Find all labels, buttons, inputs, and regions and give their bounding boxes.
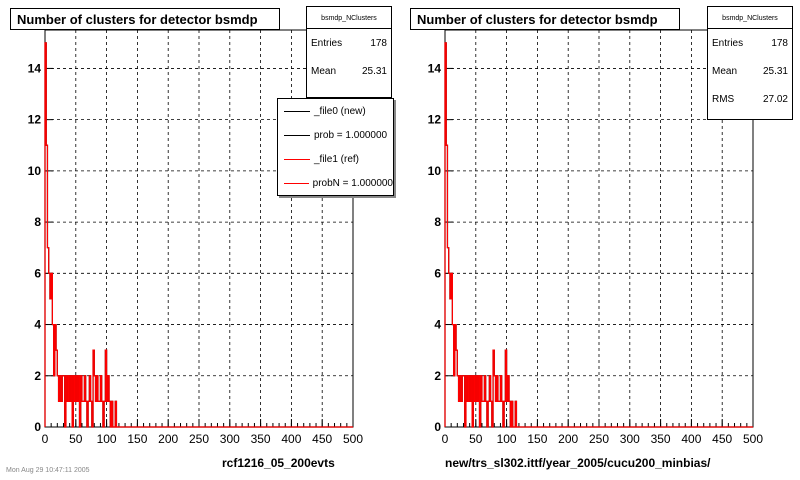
- y-tick-label: 0: [34, 420, 41, 434]
- legend-line-swatch: [284, 110, 310, 112]
- y-tick-label: 4: [434, 318, 441, 332]
- x-tick-label: 400: [281, 432, 301, 446]
- legend-label: prob = 1.000000: [314, 129, 388, 141]
- y-tick-label: 2: [434, 369, 441, 383]
- panel1-legend: _file0 (new) prob = 1.000000 _file1 (ref…: [277, 98, 394, 196]
- legend-line-swatch: [284, 134, 310, 136]
- legend-label: _file1 (ref): [314, 153, 360, 165]
- x-tick-label: 350: [251, 432, 271, 446]
- x-tick-label: 450: [312, 432, 332, 446]
- x-tick-label: 50: [469, 432, 483, 446]
- x-tick-label: 150: [527, 432, 547, 446]
- stat-value: 178: [370, 37, 387, 49]
- panel1-stat-mean: Mean 25.31: [307, 57, 391, 85]
- y-tick-label: 8: [434, 215, 441, 229]
- y-tick-label: 8: [34, 215, 41, 229]
- panel1-stats-name: bsmdp_NClusters: [307, 7, 391, 29]
- stat-value: 178: [771, 37, 788, 49]
- legend-label: probN = 1.000000: [312, 177, 393, 189]
- y-tick-label: 10: [28, 164, 42, 178]
- y-tick-label: 6: [34, 266, 41, 280]
- x-tick-label: 0: [42, 432, 49, 446]
- y-tick-label: 10: [428, 164, 442, 178]
- panel2-stat-rms: RMS 27.02: [708, 85, 792, 113]
- x-tick-label: 0: [442, 432, 449, 446]
- y-tick-label: 14: [28, 61, 42, 75]
- x-tick-label: 100: [97, 432, 117, 446]
- y-tick-label: 6: [434, 266, 441, 280]
- x-tick-label: 500: [743, 432, 763, 446]
- panel2-stat-entries: Entries 178: [708, 29, 792, 57]
- panel1-title: Number of clusters for detector bsmdp: [10, 8, 280, 30]
- stat-label: Entries: [311, 37, 343, 49]
- panel2-stat-mean: Mean 25.31: [708, 57, 792, 85]
- x-tick-label: 300: [620, 432, 640, 446]
- stat-value: 27.02: [762, 93, 788, 105]
- legend-line-swatch: [284, 182, 309, 184]
- panel2-footer-label: new/trs_sl302.ittf/year_2005/cucu200_min…: [445, 456, 711, 470]
- x-tick-label: 250: [589, 432, 609, 446]
- y-tick-label: 2: [34, 369, 41, 383]
- legend-entry: probN = 1.000000: [278, 171, 393, 195]
- y-tick-label: 4: [34, 318, 41, 332]
- x-tick-label: 450: [712, 432, 732, 446]
- legend-entry: _file0 (new): [278, 99, 393, 123]
- y-tick-label: 12: [428, 113, 442, 127]
- stat-value: 25.31: [762, 65, 788, 77]
- stat-label: Entries: [712, 37, 744, 49]
- legend-label: _file0 (new): [314, 105, 366, 117]
- legend-line-swatch: [284, 158, 310, 160]
- series-ref-line: [44, 42, 353, 428]
- panel2-title: Number of clusters for detector bsmdp: [410, 8, 680, 30]
- stat-label: Mean: [712, 65, 738, 77]
- panel1-footer-label: rcf1216_05_200evts: [222, 456, 335, 470]
- panel2-stats-box: bsmdp_NClusters Entries 178 Mean 25.31 R…: [707, 6, 793, 120]
- x-tick-label: 100: [497, 432, 517, 446]
- x-tick-label: 200: [158, 432, 178, 446]
- timestamp-text: Mon Aug 29 10:47:11 2005: [6, 467, 90, 474]
- panel1-stats-box: bsmdp_NClusters Entries 178 Mean 25.31: [306, 6, 392, 98]
- stat-value: 25.31: [361, 65, 387, 77]
- legend-entry: prob = 1.000000: [278, 123, 393, 147]
- stat-label: Mean: [311, 65, 337, 77]
- panel1-stat-entries: Entries 178: [307, 29, 391, 57]
- y-tick-label: 12: [28, 113, 42, 127]
- x-tick-label: 150: [127, 432, 147, 446]
- x-tick-label: 250: [189, 432, 209, 446]
- y-tick-label: 0: [434, 420, 441, 434]
- x-tick-label: 200: [558, 432, 578, 446]
- series-ref-line: [444, 42, 753, 428]
- plot-panel-2: 0 50 100 150 200 250 300 350 400 450 500 0 2 4 6 8 10 12 1…: [428, 29, 763, 446]
- x-tick-label: 350: [651, 432, 671, 446]
- panel2-stats-name: bsmdp_NClusters: [708, 7, 792, 29]
- x-tick-label: 400: [681, 432, 701, 446]
- x-tick-label: 50: [69, 432, 83, 446]
- stat-label: RMS: [712, 93, 735, 105]
- x-tick-label: 500: [343, 432, 363, 446]
- x-tick-label: 300: [220, 432, 240, 446]
- legend-entry: _file1 (ref): [278, 147, 393, 171]
- y-tick-label: 14: [428, 61, 442, 75]
